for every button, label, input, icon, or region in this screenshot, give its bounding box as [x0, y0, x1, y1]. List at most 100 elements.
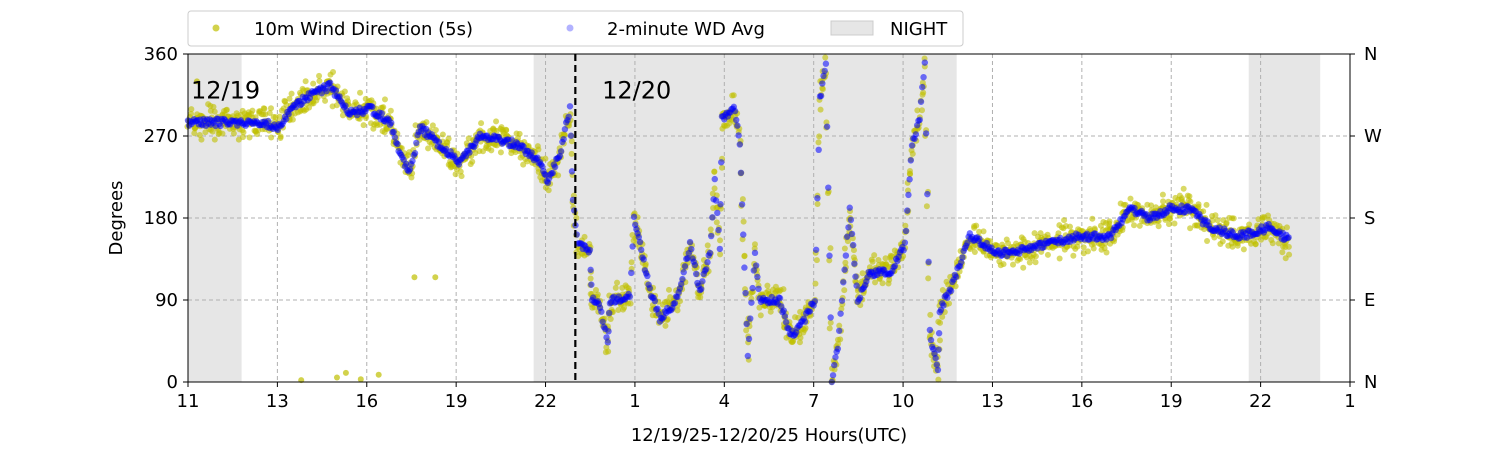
point-5s	[1103, 249, 1110, 256]
point-5s	[605, 348, 612, 355]
point-5s	[717, 251, 724, 258]
point-2min-avg	[912, 131, 920, 138]
point-5s	[1131, 222, 1138, 229]
point-5s	[1026, 259, 1033, 266]
point-5s	[814, 200, 821, 207]
legend-patch-night	[830, 20, 874, 36]
point-5s	[1180, 185, 1187, 192]
point-2min-avg	[964, 239, 971, 247]
point-5s	[859, 270, 866, 277]
series-2min-avg	[184, 59, 1292, 386]
point-2min-avg	[692, 270, 700, 278]
point-5s	[642, 262, 649, 269]
y-tick-label: 360	[144, 44, 178, 65]
point-5s	[743, 327, 750, 334]
point-2min-avg	[568, 168, 576, 175]
point-5s	[707, 226, 714, 233]
point-5s	[542, 155, 549, 162]
point-5s	[1055, 230, 1062, 237]
point-2min-avg	[906, 176, 913, 183]
point-2min-avg	[587, 266, 594, 274]
point-2min-avg	[748, 299, 755, 306]
point-5s	[835, 340, 842, 347]
point-2min-avg	[922, 130, 930, 137]
point-2min-avg	[560, 135, 567, 143]
point-5s	[1204, 237, 1211, 244]
point-5s	[907, 171, 914, 178]
point-5s	[1020, 264, 1027, 271]
x-tick-label: 1	[629, 391, 640, 412]
point-2min-avg	[821, 67, 828, 75]
point-5s	[594, 291, 601, 298]
point-5s	[277, 133, 284, 140]
point-2min-avg	[920, 73, 927, 81]
point-5s	[1061, 217, 1068, 224]
point-2min-avg	[754, 273, 761, 281]
point-2min-avg	[919, 83, 926, 91]
point-2min-avg	[606, 309, 613, 317]
point-2min-avg	[391, 134, 399, 141]
point-2min-avg	[908, 142, 916, 149]
point-5s	[1010, 261, 1017, 268]
point-5s	[796, 339, 803, 346]
point-2min-avg	[853, 282, 860, 289]
point-5s	[973, 222, 980, 229]
point-2min-avg	[342, 102, 349, 109]
point-5s	[927, 311, 934, 318]
point-5s	[1211, 234, 1218, 241]
point-2min-avg	[318, 90, 325, 97]
point-2min-avg	[737, 169, 745, 177]
point-5s	[1037, 230, 1044, 237]
point-5s	[316, 72, 323, 79]
point-2min-avg	[679, 275, 686, 283]
point-5s	[1203, 201, 1210, 208]
point-2min-avg	[902, 227, 910, 235]
point-5s	[936, 337, 943, 344]
point-5s	[819, 86, 826, 93]
point-5s	[1230, 215, 1237, 222]
point-5s	[1285, 243, 1292, 250]
point-2min-avg	[388, 119, 395, 126]
y2-tick-label: N	[1364, 44, 1377, 65]
point-2min-avg	[925, 258, 932, 266]
point-2min-avg	[812, 246, 820, 253]
point-5s	[498, 124, 505, 131]
point-5s	[568, 138, 575, 145]
point-5s	[869, 258, 876, 265]
point-2min-avg	[636, 238, 644, 246]
point-5s	[872, 279, 879, 286]
point-5s	[711, 168, 718, 175]
legend-box	[187, 10, 964, 47]
point-5s	[198, 136, 205, 143]
point-5s	[836, 322, 843, 329]
point-2min-avg	[952, 273, 960, 281]
point-2min-avg	[926, 326, 934, 334]
point-2min-avg	[435, 138, 443, 145]
point-5s	[209, 128, 216, 135]
point-5s	[330, 68, 337, 75]
point-2min-avg	[738, 201, 746, 208]
point-5s	[1283, 224, 1290, 231]
point-5s	[704, 242, 711, 249]
point-2min-avg	[827, 314, 834, 321]
point-5s	[379, 104, 386, 111]
x-tick-label: 13	[981, 391, 1004, 412]
point-2min-avg	[847, 216, 855, 224]
point-2min-avg	[846, 204, 853, 211]
point-2min-avg	[832, 354, 839, 361]
legend-label-night: NIGHT	[890, 19, 948, 40]
point-2min-avg	[820, 72, 827, 80]
point-5s	[837, 336, 844, 343]
y-tick-label: 90	[155, 290, 178, 311]
point-5s	[1127, 195, 1134, 202]
point-2min-avg	[959, 254, 966, 261]
point-5s	[923, 203, 930, 210]
point-5s	[267, 105, 274, 112]
point-2min-avg	[742, 289, 749, 297]
point-2min-avg	[916, 116, 923, 124]
point-5s	[452, 171, 459, 178]
point-2min-avg	[811, 298, 819, 305]
point-5s	[488, 147, 495, 154]
x-tick-label: 22	[534, 391, 557, 412]
y-axis-label: Degrees	[106, 181, 127, 256]
